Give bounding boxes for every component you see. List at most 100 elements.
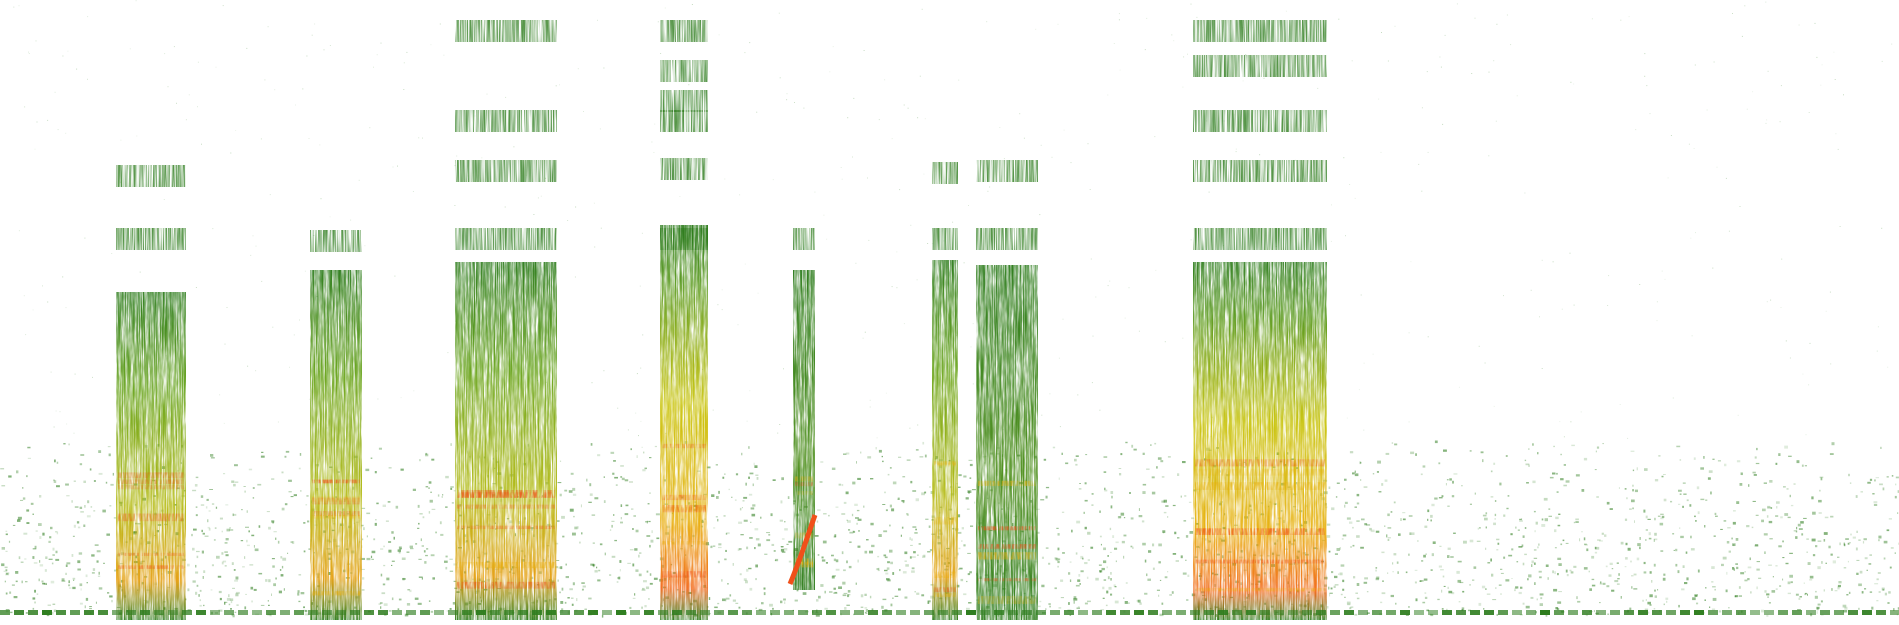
noise-speck xyxy=(1515,586,1519,589)
noise-speck xyxy=(725,599,727,602)
noise-speck xyxy=(1538,543,1540,546)
noise-speck xyxy=(1573,304,1575,306)
noise-speck xyxy=(957,486,961,488)
noise-speck xyxy=(620,465,624,467)
noise-speck xyxy=(1766,119,1768,121)
noise-speck xyxy=(1359,461,1361,465)
noise-speck xyxy=(1569,252,1571,254)
noise-speck xyxy=(748,446,750,449)
noise-speck xyxy=(724,558,727,561)
noise-speck xyxy=(12,524,16,526)
noise-speck xyxy=(192,580,196,583)
noise-speck xyxy=(899,189,901,191)
noise-speck xyxy=(1068,602,1070,605)
noise-speck xyxy=(1554,529,1557,533)
noise-speck xyxy=(1607,613,1610,615)
noise-speck xyxy=(1326,535,1331,538)
noise-speck xyxy=(1825,562,1827,564)
noise-speck xyxy=(1142,483,1147,486)
noise-speck xyxy=(233,483,236,487)
noise-speck xyxy=(422,137,423,139)
noise-speck xyxy=(918,543,921,545)
noise-speck xyxy=(1784,513,1789,516)
noise-speck xyxy=(967,552,971,554)
noise-speck xyxy=(1045,486,1050,489)
noise-speck xyxy=(739,573,742,576)
noise-speck xyxy=(272,521,274,524)
noise-speck xyxy=(915,449,919,451)
noise-speck xyxy=(1363,429,1365,431)
noise-speck xyxy=(1636,557,1640,561)
noise-speck xyxy=(1591,555,1595,559)
noise-speck xyxy=(32,513,34,515)
noise-speck xyxy=(303,522,306,524)
noise-speck xyxy=(1735,538,1739,541)
noise-speck xyxy=(1727,527,1731,529)
noise-speck xyxy=(407,589,410,591)
noise-speck xyxy=(452,602,456,605)
noise-speck xyxy=(308,138,310,139)
noise-speck xyxy=(717,560,720,564)
noise-speck xyxy=(728,488,730,491)
noise-speck xyxy=(963,475,967,478)
noise-speck xyxy=(419,513,423,515)
noise-speck xyxy=(120,139,122,141)
noise-speck xyxy=(1762,508,1766,512)
noise-speck xyxy=(1593,610,1596,613)
noise-speck xyxy=(644,467,647,470)
harmonic-band xyxy=(660,228,708,250)
noise-speck xyxy=(1486,593,1491,595)
noise-speck xyxy=(831,554,834,557)
noise-speck xyxy=(5,573,9,575)
noise-speck xyxy=(966,580,968,583)
noise-speck xyxy=(206,499,209,501)
noise-speck xyxy=(1442,575,1445,578)
noise-speck xyxy=(927,601,930,604)
noise-speck xyxy=(912,490,917,492)
noise-speck xyxy=(84,605,86,609)
noise-speck xyxy=(593,564,595,568)
noise-speck xyxy=(902,571,907,574)
noise-speck xyxy=(48,540,51,543)
noise-speck xyxy=(23,532,28,535)
baseline-dash xyxy=(1428,610,1438,615)
noise-speck xyxy=(1086,576,1089,579)
noise-speck xyxy=(788,540,793,543)
noise-speck xyxy=(1625,542,1628,546)
baseline-dash xyxy=(1316,610,1326,615)
baseline-dash xyxy=(1736,610,1746,615)
noise-speck xyxy=(59,411,61,413)
baseline-dash xyxy=(1036,610,1046,615)
formant-streak xyxy=(978,480,1036,486)
noise-speck xyxy=(769,603,773,607)
noise-speck xyxy=(1871,606,1874,610)
noise-speck xyxy=(195,564,197,568)
noise-speck xyxy=(745,580,748,584)
noise-speck xyxy=(787,496,790,499)
noise-speck xyxy=(1686,577,1689,581)
noise-speck xyxy=(576,598,578,602)
baseline-dash xyxy=(1666,610,1676,615)
noise-speck xyxy=(1331,507,1335,511)
noise-speck xyxy=(1492,599,1497,601)
noise-speck xyxy=(569,508,574,512)
formant-streak xyxy=(978,526,1036,531)
noise-speck xyxy=(968,205,969,206)
noise-speck xyxy=(297,590,300,593)
noise-speck xyxy=(1732,521,1736,525)
noise-speck xyxy=(271,520,275,523)
noise-speck xyxy=(889,524,891,527)
noise-speck xyxy=(717,304,719,306)
noise-speck xyxy=(840,167,842,168)
noise-speck xyxy=(269,194,271,196)
noise-speck xyxy=(361,568,365,570)
noise-speck xyxy=(1484,362,1486,364)
noise-speck xyxy=(864,607,868,609)
noise-speck xyxy=(1563,484,1567,487)
noise-speck xyxy=(635,569,639,572)
noise-speck xyxy=(445,475,449,479)
noise-speck xyxy=(224,343,226,345)
noise-speck xyxy=(1082,557,1084,560)
noise-speck xyxy=(1394,25,1396,27)
noise-speck xyxy=(1100,609,1105,611)
